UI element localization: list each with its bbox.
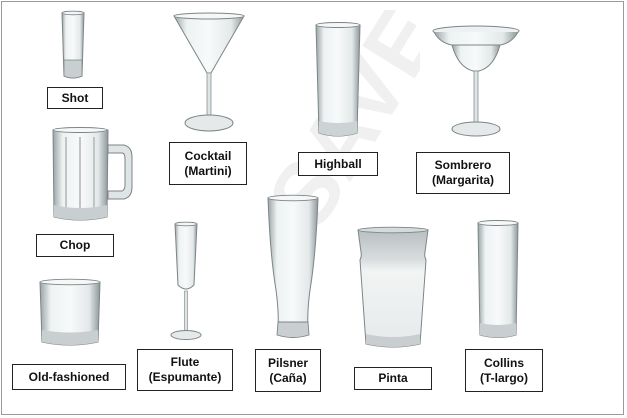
shot-glass-image — [61, 10, 85, 79]
label-cocktail: Cocktail (Martini) — [169, 142, 247, 185]
label-shot: Shot — [47, 87, 103, 109]
label-old-fashioned: Old-fashioned — [12, 364, 126, 390]
label-sombrero: Sombrero (Margarita) — [416, 152, 510, 194]
label-pinta-name: Pinta — [378, 371, 408, 385]
label-highball: Highball — [298, 152, 378, 176]
sombrero-glass-image — [432, 25, 520, 137]
pilsner-glass-image — [267, 194, 319, 338]
old-fashioned-glass-image — [39, 278, 101, 346]
label-pilsner-name: Pilsner — [267, 355, 309, 370]
cocktail-glass-image — [173, 12, 245, 132]
label-collins-sub: (T-largo) — [480, 370, 528, 385]
label-shot-name: Shot — [61, 90, 89, 105]
label-flute: Flute (Espumante) — [137, 349, 233, 391]
label-collins-name: Collins — [483, 355, 524, 370]
label-chop-name: Chop — [59, 238, 91, 252]
label-cocktail-name: Cocktail — [184, 148, 232, 163]
label-pilsner-sub: (Caña) — [269, 370, 307, 385]
label-old-fashioned-name: Old-fashioned — [28, 369, 110, 384]
label-sombrero-sub: (Margarita) — [431, 173, 494, 187]
label-highball-name: Highball — [314, 156, 362, 171]
collins-glass-image — [477, 220, 519, 338]
label-cocktail-sub: (Martini) — [184, 163, 232, 178]
label-chop: Chop — [36, 234, 114, 257]
pinta-glass-image — [357, 226, 429, 348]
chop-mug-image — [52, 127, 133, 221]
label-flute-name: Flute — [170, 355, 200, 369]
label-sombrero-name: Sombrero — [434, 158, 492, 172]
label-pinta: Pinta — [354, 367, 432, 390]
label-pilsner: Pilsner (Caña) — [255, 349, 321, 392]
label-flute-sub: (Espumante) — [148, 370, 222, 384]
label-collins: Collins (T-largo) — [465, 349, 543, 392]
highball-glass-image — [315, 22, 361, 137]
flute-glass-image — [170, 221, 202, 340]
